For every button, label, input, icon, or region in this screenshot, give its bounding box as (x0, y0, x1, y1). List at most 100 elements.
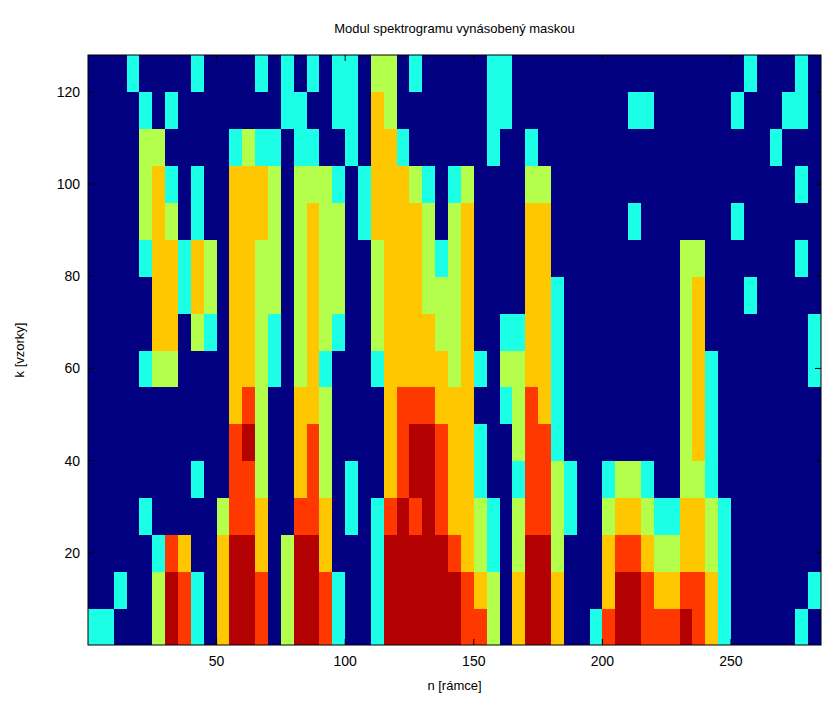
cell (667, 608, 680, 645)
cell (538, 608, 551, 645)
cell (101, 313, 114, 350)
cell (114, 129, 127, 166)
cell (191, 571, 204, 608)
cell (127, 387, 140, 424)
cell (641, 387, 654, 424)
plot-background (88, 55, 821, 645)
cell (538, 239, 551, 276)
cell (692, 92, 705, 129)
cell (590, 424, 603, 461)
cell (448, 424, 461, 461)
cell (191, 387, 204, 424)
cell (371, 129, 384, 166)
cell (319, 55, 332, 92)
cell (770, 129, 783, 166)
cell (667, 424, 680, 461)
cell (667, 350, 680, 387)
cell (101, 571, 114, 608)
cell (281, 276, 294, 313)
cell (474, 239, 487, 276)
cell (345, 461, 358, 498)
cell (165, 571, 178, 608)
cell (654, 239, 667, 276)
cell (178, 55, 191, 92)
cell (487, 461, 500, 498)
cell (139, 203, 152, 240)
cell (667, 387, 680, 424)
cell (551, 203, 564, 240)
cell (178, 276, 191, 313)
cell (229, 534, 242, 571)
cell (744, 424, 757, 461)
cell (692, 534, 705, 571)
cell (590, 387, 603, 424)
cell (217, 55, 230, 92)
cell (268, 461, 281, 498)
cell (577, 239, 590, 276)
x-tick-label: 100 (334, 653, 358, 669)
cell (307, 92, 320, 129)
cell (641, 608, 654, 645)
cell (371, 92, 384, 129)
cell (461, 239, 474, 276)
cell (525, 498, 538, 535)
cell (782, 239, 795, 276)
y-tick (88, 460, 94, 461)
cell (165, 313, 178, 350)
cell (345, 534, 358, 571)
cell (371, 534, 384, 571)
cell (525, 350, 538, 387)
cell (667, 534, 680, 571)
cell (384, 129, 397, 166)
cell (628, 461, 641, 498)
cell (242, 203, 255, 240)
cell (371, 55, 384, 92)
cell (461, 387, 474, 424)
cell (397, 608, 410, 645)
cell (294, 55, 307, 92)
cell (307, 166, 320, 203)
cell (88, 203, 101, 240)
cell (564, 92, 577, 129)
cell (718, 313, 731, 350)
cell (628, 571, 641, 608)
cell (448, 203, 461, 240)
cell (500, 608, 513, 645)
cell (178, 387, 191, 424)
cell (255, 313, 268, 350)
cell (564, 313, 577, 350)
cell (229, 313, 242, 350)
cell (525, 239, 538, 276)
cell (770, 203, 783, 240)
cell (435, 350, 448, 387)
cell (590, 461, 603, 498)
cell (332, 461, 345, 498)
cell (88, 350, 101, 387)
cell (229, 166, 242, 203)
cell (770, 166, 783, 203)
cell (358, 166, 371, 203)
cell (538, 129, 551, 166)
cell (255, 166, 268, 203)
cell (795, 387, 808, 424)
cell (191, 55, 204, 92)
cell (615, 166, 628, 203)
cell (551, 350, 564, 387)
cell (409, 608, 422, 645)
cell (808, 350, 821, 387)
cell (178, 461, 191, 498)
cell (332, 313, 345, 350)
y-tick (88, 91, 94, 92)
cell (602, 461, 615, 498)
cell (152, 461, 165, 498)
cell (628, 239, 641, 276)
cell (474, 276, 487, 313)
cell (577, 461, 590, 498)
cell (577, 424, 590, 461)
cell (757, 203, 770, 240)
y-tick-label: 80 (64, 268, 80, 284)
cell (641, 55, 654, 92)
cell (217, 424, 230, 461)
cell (268, 498, 281, 535)
cell (667, 92, 680, 129)
